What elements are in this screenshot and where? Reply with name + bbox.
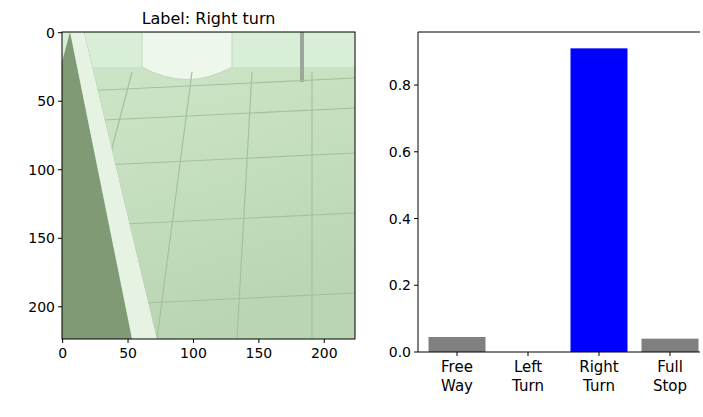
y-tick-label: 200 <box>28 299 55 315</box>
x-tick-label: 0 <box>58 345 67 361</box>
x-tick <box>528 352 529 356</box>
y-tick-label: 0.2 <box>389 277 411 293</box>
tile-line <box>311 72 312 339</box>
label-line: Right <box>579 358 619 376</box>
y-tick <box>58 306 62 307</box>
label-line: Turn <box>511 377 544 395</box>
title: Label: Right turn <box>142 9 276 28</box>
x-tick <box>599 352 600 356</box>
top-spine <box>418 32 700 33</box>
tile-line <box>237 72 252 339</box>
bar <box>642 339 699 352</box>
y-tick <box>58 169 62 170</box>
label-line: Way <box>441 377 473 395</box>
y-tick <box>414 85 418 86</box>
photo <box>62 32 355 339</box>
x-tick-label: 150 <box>245 345 272 361</box>
y-tick-label: 150 <box>28 230 55 246</box>
x-tick-label: 200 <box>311 345 338 361</box>
bar <box>429 337 486 352</box>
y-tick-label: 0.4 <box>389 211 411 227</box>
y-tick-label: 100 <box>28 162 55 178</box>
label-line: Full <box>657 358 683 376</box>
tile-line <box>62 108 355 122</box>
y-tick-label: 0.6 <box>389 144 411 160</box>
fixture <box>142 32 232 80</box>
x-tick <box>62 339 63 343</box>
label-line: Turn <box>582 377 615 395</box>
y-tick-label: 50 <box>37 93 55 109</box>
pipe <box>300 32 304 82</box>
axes-frame <box>62 32 355 339</box>
bar <box>571 48 628 352</box>
bars <box>429 48 699 352</box>
y-tick-label: 0 <box>46 25 55 41</box>
x-tick-label: 50 <box>119 345 137 361</box>
x-tick-label: 100 <box>180 345 207 361</box>
tile-line <box>62 78 355 92</box>
x-tick <box>670 352 671 356</box>
y-tick-label: 0.8 <box>389 77 411 93</box>
figure: 0 50 100 150 200 0 50 100 150 200 Label: Right tur… <box>0 0 703 417</box>
floor <box>62 32 355 339</box>
x-tick <box>258 339 259 343</box>
label-line: Left <box>514 358 542 376</box>
label-line: Free <box>441 358 473 376</box>
y-tick-label: 0.0 <box>389 344 411 360</box>
x-tick <box>193 339 194 343</box>
label-line: Stop <box>653 377 687 395</box>
x-tick-label: FullStop <box>653 358 687 395</box>
x-tick <box>457 352 458 356</box>
tile-line <box>157 72 192 339</box>
door-frame <box>70 32 157 339</box>
y-tick <box>58 32 62 33</box>
x-tick-label: RightTurn <box>579 358 619 395</box>
x-tick <box>324 339 325 343</box>
x-tick <box>128 339 129 343</box>
y-tick <box>414 151 418 152</box>
y-tick <box>414 352 418 353</box>
y-tick <box>414 285 418 286</box>
x-tick-label: LeftTurn <box>511 358 544 395</box>
door-shadow <box>62 32 157 339</box>
y-axis-line <box>418 32 419 352</box>
y-tick <box>414 218 418 219</box>
y-tick <box>58 238 62 239</box>
y-tick <box>58 101 62 102</box>
x-tick-label: FreeWay <box>441 358 473 395</box>
x-axis-line <box>418 352 700 353</box>
